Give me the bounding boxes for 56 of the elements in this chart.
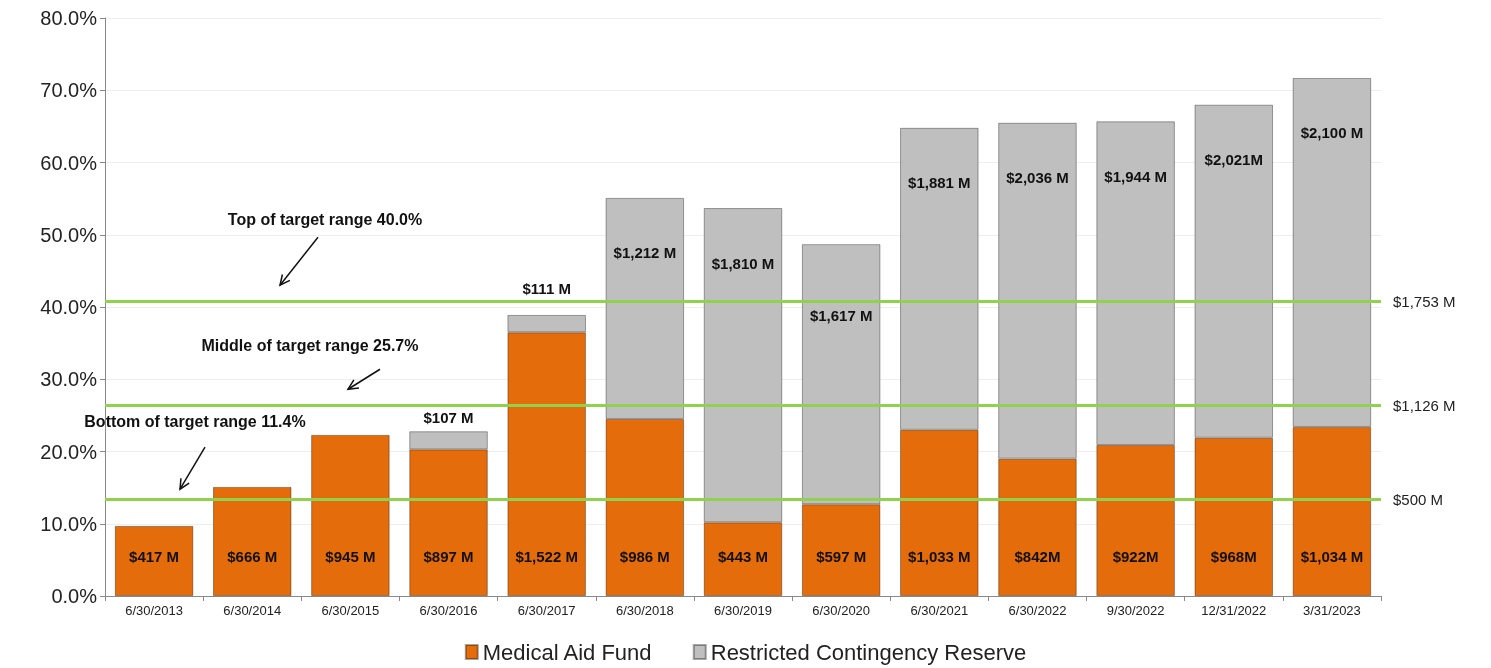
annotation: $443 M <box>717 547 769 565</box>
annotation: $1,033 M <box>908 547 971 565</box>
annotation: $1,522 M <box>515 547 578 565</box>
x-tick-label: 6/30/2022 <box>1008 603 1067 618</box>
annotation: $897 M <box>423 547 474 565</box>
x-tick-label: 6/30/2019 <box>714 603 772 618</box>
ref-line-label: $1,753 M <box>1393 292 1456 310</box>
annotation: $1,944 M <box>1104 167 1167 185</box>
ref-line-label: $1,126 M <box>1393 396 1456 414</box>
x-tick-label: 6/30/2018 <box>615 603 674 618</box>
annotation: $111 M <box>522 279 571 297</box>
y-tick-label: 70.0% <box>40 79 98 102</box>
annotation: $2,100 M <box>1300 124 1364 142</box>
legend-label: Medical Aid Fund <box>482 639 652 665</box>
x-tick-label: 12/31/2022 <box>1201 603 1267 618</box>
annotation: $1,617 M <box>809 306 873 324</box>
x-tick-label: 9/30/2022 <box>1106 603 1165 618</box>
y-tick-label: 40.0% <box>40 296 98 318</box>
x-tick-label: 6/30/2021 <box>910 603 969 618</box>
bar <box>311 434 390 596</box>
annotation: Middle of target range 25.7% <box>201 336 419 354</box>
annotation: $417 M <box>129 547 180 565</box>
annotation: $1,034 M <box>1300 547 1364 565</box>
annotation: $1,212 M <box>613 244 677 262</box>
annotation: $922M <box>1112 547 1159 565</box>
x-tick-label: 6/30/2014 <box>223 603 282 618</box>
y-tick-label: 30.0% <box>40 368 98 391</box>
y-tick-label: 20.0% <box>40 440 98 463</box>
y-tick-label: 10.0% <box>40 512 98 535</box>
annotation: $986 M <box>619 547 670 565</box>
x-tick-label: 6/30/2013 <box>125 603 183 618</box>
legend-label: Restricted Contingency Reserve <box>710 639 1027 665</box>
y-tick-label: 0.0% <box>51 585 98 607</box>
y-tick-label: 60.0% <box>40 151 98 174</box>
annotation: Top of target range 40.0% <box>227 210 423 228</box>
annotation: $597 M <box>816 547 867 565</box>
annotation: $1,881 M <box>908 174 971 192</box>
y-tick-label: 50.0% <box>40 223 98 246</box>
annotation: $1,810 M <box>711 254 775 272</box>
bar <box>212 486 292 596</box>
annotation: $842M <box>1014 547 1061 565</box>
annotation: $2,036 M <box>1006 169 1069 187</box>
ref-line-label: $500 M <box>1393 490 1444 508</box>
x-tick-label: 6/30/2015 <box>321 603 380 618</box>
x-tick-label: 6/30/2017 <box>517 603 576 618</box>
annotation: $666 M <box>227 547 278 565</box>
bar <box>114 525 194 596</box>
x-tick-label: 6/30/2016 <box>419 603 478 618</box>
annotation: $945 M <box>325 547 376 565</box>
x-tick-label: 6/30/2020 <box>812 603 871 618</box>
annotation: $968M <box>1210 547 1257 565</box>
annotation: $2,021M <box>1204 151 1263 169</box>
annotation: $107 M <box>423 408 474 426</box>
y-tick-label: 80.0% <box>40 7 98 29</box>
annotation: Bottom of target range 11.4% <box>84 412 306 430</box>
x-tick-label: 3/31/2023 <box>1303 603 1361 618</box>
